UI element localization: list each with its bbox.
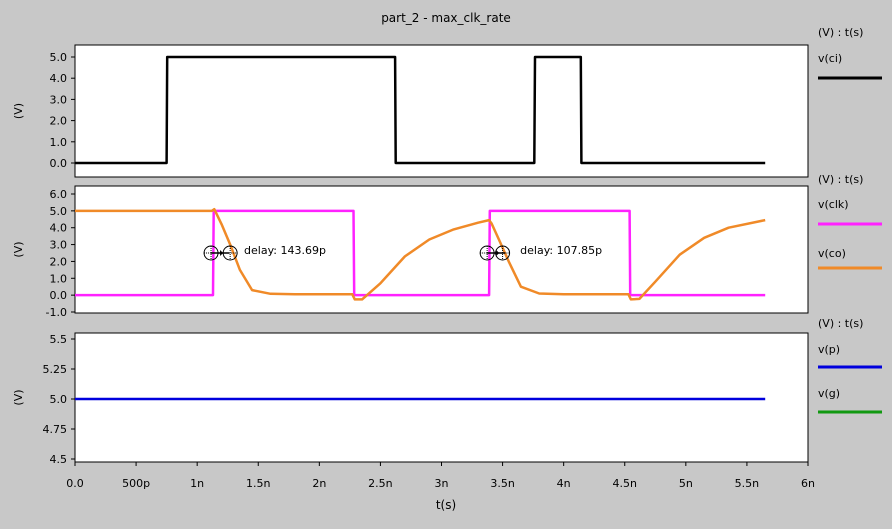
delay-arrow-head	[220, 250, 224, 256]
x-tick-label: 0.0	[66, 477, 84, 490]
y-tick-label: 1.0	[50, 272, 68, 285]
x-axis: 0.0 500p 1n 1.5n 2n 2.5n 3n 3.5n 4n 4.5n 5n 5.5n 6n	[66, 462, 815, 490]
legend-label-vci: v(ci)	[818, 52, 842, 65]
x-tick-label: 1n	[190, 477, 204, 490]
series-line-vco	[75, 207, 766, 301]
plot-title: part_2 - max_clk_rate	[381, 11, 511, 25]
y-tick-label: 3.0	[50, 93, 68, 106]
x-tick-label: 3.5n	[490, 477, 514, 490]
plot-area	[74, 44, 809, 178]
delay-marker-2: delay: 107.85p	[479, 244, 602, 261]
delay-arrow-head	[496, 250, 500, 256]
plot-area	[74, 332, 809, 463]
legend-label-vclk: v(clk)	[818, 198, 849, 211]
y-tick-label: 2.0	[50, 115, 68, 128]
y-tick-label: -1.0	[46, 306, 67, 319]
delay-label: delay: 143.69p	[244, 244, 326, 257]
x-tick-label: 500p	[122, 477, 150, 490]
legend-label-vg: v(g)	[818, 387, 840, 400]
y-tick-label: 5.0	[50, 393, 68, 406]
x-tick-label: 2n	[312, 477, 326, 490]
legend-label-vco: v(co)	[818, 247, 846, 260]
y-axis-label: (V)	[12, 389, 25, 405]
y-tick-label: 6.0	[50, 188, 68, 201]
y-tick-label: 0.0	[50, 289, 68, 302]
x-tick-label: 4.5n	[613, 477, 637, 490]
y-tick-label: 4.0	[50, 222, 68, 235]
y-axis-label: (V)	[12, 241, 25, 257]
delay-marker-1: delay: 143.69p	[203, 244, 326, 261]
x-tick-label: 4n	[557, 477, 571, 490]
x-tick-label: 2.5n	[368, 477, 392, 490]
legend-label-vp: v(p)	[818, 343, 840, 356]
y-tick-label: 4.0	[50, 72, 68, 85]
y-tick-label: 0.0	[50, 157, 68, 170]
x-tick-label: 5n	[679, 477, 693, 490]
y-tick-label: 1.0	[50, 136, 68, 149]
legend-unit-label: (V) : t(s)	[818, 26, 863, 39]
x-tick-label: 3n	[435, 477, 449, 490]
y-tick-label: 2.0	[50, 255, 68, 268]
chart-panel-2: -1.0 0.0 1.0 2.0 3.0 4.0 5.0 6.0 (V) (V) : t(s) v(…	[12, 173, 882, 319]
y-tick-label: 4.75	[43, 423, 68, 436]
y-axis-label: (V)	[12, 103, 25, 119]
x-tick-label: 6n	[801, 477, 815, 490]
y-tick-label: 5.0	[50, 51, 68, 64]
y-tick-label: 5.25	[43, 363, 68, 376]
x-axis-label: t(s)	[436, 498, 456, 512]
legend-unit-label: (V) : t(s)	[818, 317, 863, 330]
series-line-vci	[75, 55, 766, 165]
chart-panel-3: 4.5 4.75 5.0 5.25 5.5 (V) (V) : t(s) v(p) v(g)	[12, 317, 882, 466]
x-tick-label: 5.5n	[735, 477, 759, 490]
y-tick-label: 5.0	[50, 205, 68, 218]
legend-unit-label: (V) : t(s)	[818, 173, 863, 186]
y-tick-label: 5.5	[50, 333, 68, 346]
y-tick-label: 3.0	[50, 239, 68, 252]
delay-label: delay: 107.85p	[520, 244, 602, 257]
chart-panel-1: 0.0 1.0 2.0 3.0 4.0 5.0 (V) (V) : t(s) v(ci)	[12, 26, 882, 178]
y-tick-label: 4.5	[50, 453, 68, 466]
x-tick-label: 1.5n	[246, 477, 270, 490]
